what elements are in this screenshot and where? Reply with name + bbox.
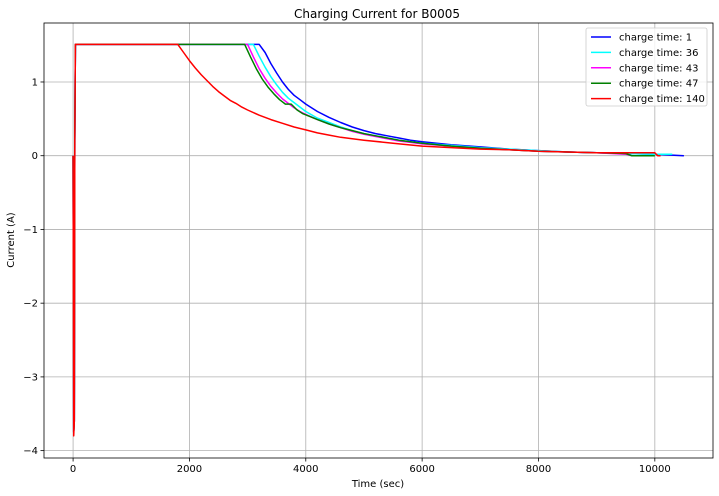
series-layer [72,43,684,437]
y-tick-label: −2 [23,299,38,310]
x-tick-label: 10000 [639,464,671,475]
x-tick-label: 8000 [526,464,551,475]
legend-label-5: charge time: 140 [619,94,705,105]
x-tick-label: 2000 [177,464,202,475]
chart-title: Charging Current for B0005 [294,7,460,21]
y-tick-label: 1 [32,77,38,88]
y-tick-label: −4 [23,446,38,457]
x-axis-label: Time (sec) [351,479,404,490]
x-tick-label: 0 [70,464,76,475]
x-tick-label: 4000 [293,464,318,475]
y-tick-label: 0 [32,151,38,162]
legend-label-2: charge time: 36 [619,48,698,59]
x-axis: 0 2000 4000 6000 8000 10000 [70,458,671,475]
legend: charge time: 1 charge time: 36 charge time… [585,27,708,107]
x-tick-label: 6000 [409,464,434,475]
y-axis: −4 −3 −2 −1 0 1 [23,77,44,457]
y-tick-label: −1 [23,225,38,236]
y-axis-label: Current (A) [6,212,17,267]
legend-label-3: charge time: 43 [619,63,698,74]
legend-label-1: charge time: 1 [619,33,692,44]
legend-box [585,27,708,107]
plot-frame [43,22,714,459]
y-tick-label: −3 [23,372,38,383]
series-line-5 [72,43,661,437]
legend-label-4: charge time: 47 [619,79,698,90]
